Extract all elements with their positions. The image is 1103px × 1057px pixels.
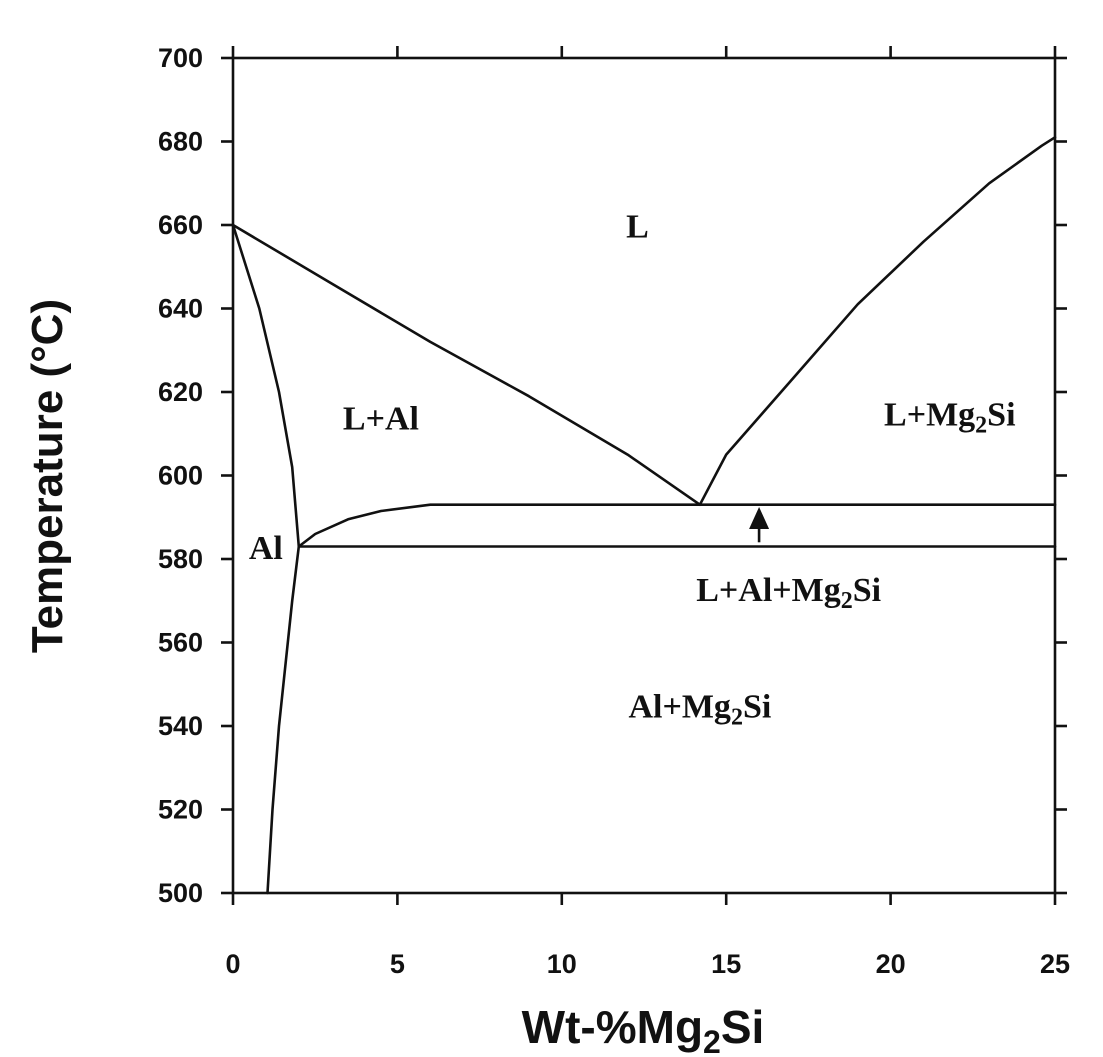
phase-region-label: L+Al+Mg2Si [696, 572, 881, 614]
phase-region-label-main: Al+Mg [628, 689, 730, 726]
phase-region-label: L [626, 209, 649, 246]
x-axis-title-main: Wt-%Mg [522, 1001, 703, 1053]
phase-boundary-line [297, 503, 1057, 548]
phase-region-label-tail: Si [987, 396, 1015, 433]
y-tick-label: 580 [158, 544, 203, 574]
phase-boundary-line [266, 545, 301, 895]
phase-region-label-main: L+Al+Mg [696, 572, 841, 609]
phase-boundary-line [231, 223, 301, 548]
annotations [749, 506, 770, 543]
y-tick-label: 540 [158, 711, 203, 741]
phase-region-label: Al+Mg2Si [628, 689, 771, 731]
phase-region-label-main: L+Mg [884, 396, 975, 433]
x-tick-label: 5 [390, 949, 405, 979]
phase-region-label-main: Al [249, 530, 283, 567]
phase-region-label-tail: Si [853, 572, 881, 609]
y-tick-label: 660 [158, 210, 203, 240]
y-tick-label: 500 [158, 878, 203, 908]
y-tick-label: 620 [158, 377, 203, 407]
x-axis-title: Wt-%Mg2Si [522, 1001, 765, 1057]
x-tick-label: 25 [1040, 949, 1070, 979]
phase-region-label: L+Al [343, 401, 419, 438]
x-tick-label: 0 [225, 949, 240, 979]
y-tick-label: 700 [158, 43, 203, 73]
phase-boundary-line [698, 136, 1057, 507]
plot-border [231, 56, 1057, 895]
y-tick-label: 640 [158, 294, 203, 324]
x-tick-label: 15 [711, 949, 741, 979]
phase-region-label-main: L+Al [343, 401, 419, 438]
plot-frame [231, 56, 1057, 895]
axis-ticks: 0 5 10 15 20 25 500 520 540 560 580 600 620 640 660 680… [158, 43, 1070, 979]
phase-region-label-subscript: 2 [975, 412, 987, 438]
y-tick-label: 560 [158, 628, 203, 658]
phase-region-label-main: L [626, 209, 649, 246]
phase-region-label: Al [249, 530, 283, 567]
phase-region-label-subscript: 2 [841, 588, 853, 614]
phase-boundary-line [231, 223, 702, 507]
y-tick-label: 520 [158, 795, 203, 825]
phase-region-label: L+Mg2Si [884, 396, 1016, 438]
arrow-head [749, 506, 770, 529]
x-tick-label: 20 [876, 949, 906, 979]
phase-boundaries [231, 136, 1057, 895]
phase-region-label-subscript: 2 [731, 705, 743, 731]
phase-region-label-tail: Si [743, 689, 771, 726]
x-tick-label: 10 [547, 949, 577, 979]
x-axis-title-tail: Si [721, 1001, 764, 1053]
y-axis-title: Temperature (°C) [23, 299, 72, 653]
y-tick-label: 680 [158, 127, 203, 157]
x-axis-title-subscript: 2 [703, 1024, 721, 1057]
y-tick-label: 600 [158, 461, 203, 491]
